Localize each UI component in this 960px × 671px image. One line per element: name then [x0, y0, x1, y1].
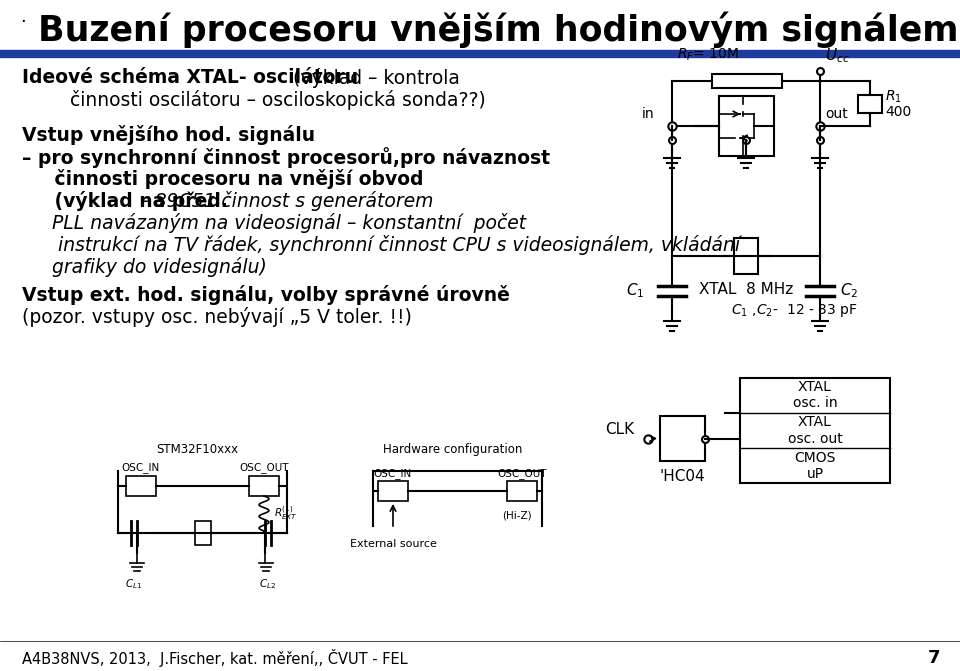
- Text: $C_1$: $C_1$: [626, 282, 644, 301]
- Bar: [507, 481, 537, 501]
- Text: CLK: CLK: [605, 422, 635, 437]
- Text: out: out: [825, 107, 848, 121]
- Bar: [718, 96, 774, 156]
- Text: grafiky do videsignálu): grafiky do videsignálu): [22, 257, 267, 277]
- Bar: [195, 521, 210, 545]
- Text: XTAL
osc. in: XTAL osc. in: [793, 380, 837, 411]
- Text: OSC_IN: OSC_IN: [373, 468, 412, 479]
- Text: $C_2$: $C_2$: [840, 282, 858, 301]
- Text: OSC_OUT: OSC_OUT: [497, 468, 547, 479]
- Text: OSC_IN: OSC_IN: [122, 462, 160, 473]
- Bar: [249, 476, 279, 496]
- Text: XTAL  8 MHz: XTAL 8 MHz: [699, 282, 793, 297]
- Text: $R_{EXT}^{(1)}$: $R_{EXT}^{(1)}$: [274, 505, 298, 523]
- Text: CMOS
uP: CMOS uP: [794, 450, 836, 481]
- Bar: [712, 74, 782, 88]
- Text: 7: 7: [927, 649, 940, 667]
- Text: ·: ·: [20, 13, 26, 31]
- Text: (Hi-Z): (Hi-Z): [502, 511, 532, 521]
- Text: (pozor. vstupy osc. nebývají „5 V toler. !!): (pozor. vstupy osc. nebývají „5 V toler.…: [22, 307, 412, 327]
- Bar: [734, 238, 758, 274]
- Bar: [378, 481, 408, 501]
- Text: Vstup vnějšího hod. signálu: Vstup vnějšího hod. signálu: [22, 125, 315, 145]
- Text: – pro synchronní činnost procesorů,pro návaznost: – pro synchronní činnost procesorů,pro n…: [22, 147, 550, 168]
- Bar: [740, 378, 890, 483]
- Text: $C_{L1}$: $C_{L1}$: [126, 577, 143, 590]
- Text: in: in: [642, 107, 655, 121]
- Text: $R_F$= 10M: $R_F$= 10M: [677, 46, 739, 63]
- Text: $C_1$ ,$C_2$-  12 - 33 pF: $C_1$ ,$C_2$- 12 - 33 pF: [731, 302, 857, 319]
- Text: činnosti procesoru na vnější obvod: činnosti procesoru na vnější obvod: [22, 169, 423, 189]
- Text: XTAL
osc. out: XTAL osc. out: [787, 415, 842, 446]
- Bar: [660, 416, 705, 461]
- Text: $C_{L2}$: $C_{L2}$: [259, 577, 276, 590]
- Text: instrukcí na TV řádek, synchronní činnost CPU s videosignálem, vkládání: instrukcí na TV řádek, synchronní činnos…: [22, 235, 740, 255]
- Bar: [858, 95, 882, 113]
- Bar: [126, 476, 156, 496]
- Text: (výklad na před.: (výklad na před.: [22, 191, 234, 211]
- Text: $U_{cc}$: $U_{cc}$: [825, 46, 850, 65]
- Text: Buzení procesoru vnějším hodinovým signálem: Buzení procesoru vnějším hodinovým signá…: [38, 11, 958, 48]
- Text: STM32F10xxx: STM32F10xxx: [156, 443, 239, 456]
- Bar: [0, 50, 960, 57]
- Text: Ideové schéma XTAL- oscilátoru: Ideové schéma XTAL- oscilátoru: [22, 68, 358, 87]
- Text: 400: 400: [885, 105, 911, 119]
- Text: 'HC04: 'HC04: [660, 469, 706, 484]
- Text: činnosti oscilátoru – osciloskopická sonda??): činnosti oscilátoru – osciloskopická son…: [22, 90, 486, 110]
- Text: External source: External source: [349, 539, 437, 549]
- Text: OSC_OUT: OSC_OUT: [239, 462, 289, 473]
- Text: - 89C51 činnost s generátorem: - 89C51 činnost s generátorem: [142, 191, 433, 211]
- Text: A4B38NVS, 2013,  J.Fischer, kat. měření,, ČVUT - FEL: A4B38NVS, 2013, J.Fischer, kat. měření,,…: [22, 649, 408, 667]
- Text: Hardware configuration: Hardware configuration: [383, 443, 522, 456]
- Text: (výklad – kontrola: (výklad – kontrola: [287, 68, 460, 88]
- Text: Vstup ext. hod. signálu, volby správné úrovně: Vstup ext. hod. signálu, volby správné ú…: [22, 285, 510, 305]
- Text: $R_1$: $R_1$: [885, 89, 901, 105]
- Text: PLL navázaným na videosignál – konstantní  počet: PLL navázaným na videosignál – konstantn…: [22, 213, 526, 233]
